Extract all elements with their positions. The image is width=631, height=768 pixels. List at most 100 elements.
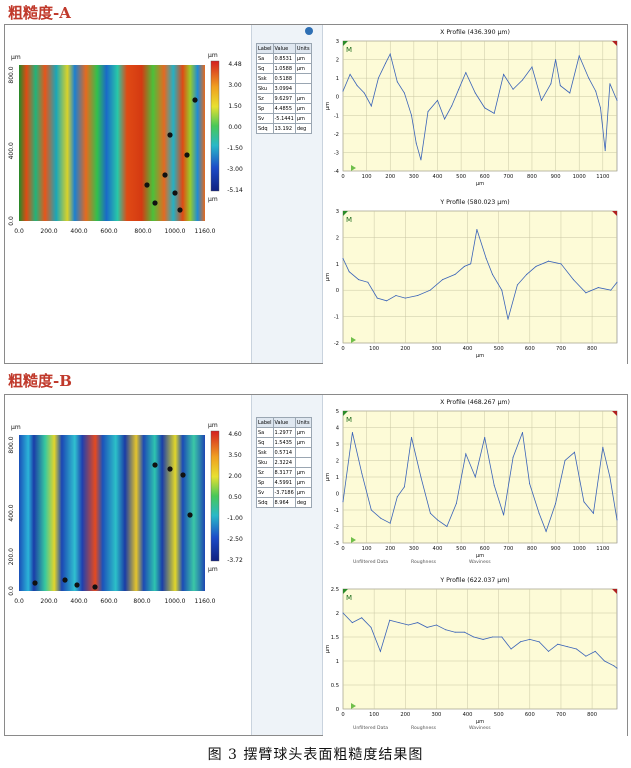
profile-data-point — [417, 622, 419, 624]
table-a-row: Sku 3.0994 — [256, 83, 312, 94]
table-b-cell: µm — [294, 427, 312, 438]
profile-data-point — [351, 622, 353, 624]
y-tick-label: 2 — [336, 235, 339, 241]
marker-m-label: M — [346, 594, 352, 602]
x-tick-label: 300 — [409, 546, 419, 552]
profile-data-point — [403, 486, 405, 488]
x-tick-label: 800 — [527, 174, 537, 180]
y-profile-a[interactable]: Y Profile (580.023 µm) 0 100 200 300 400 500 60… — [323, 195, 627, 365]
map-y-tick-label: 800.0 — [8, 66, 15, 83]
table-b-cell — [294, 457, 312, 468]
surface-map-b[interactable]: µm 0.0 200.0 400.0 600.0 800.0 1000.0 1160.0 0.0… — [5, 395, 251, 735]
x-tick-label: 500 — [456, 546, 466, 552]
x-axis-label: µm — [476, 719, 484, 725]
map-x-tick-label: 1000.0 — [165, 598, 186, 605]
profile-data-point — [597, 287, 599, 289]
profile-data-point — [358, 279, 360, 281]
play-arrow-icon — [351, 537, 356, 543]
settings-gear-icon[interactable] — [305, 27, 313, 35]
y-tick-label: 2 — [336, 611, 339, 617]
profile-data-point — [389, 522, 391, 524]
right-cursor-icon — [612, 211, 617, 216]
table-b-cell: Sku — [256, 457, 274, 468]
surface-defect-mark — [144, 182, 150, 188]
x-profile-b[interactable]: X Profile (468.267 µm) 0 100 200 300 400 500 60… — [323, 395, 627, 571]
x-profile-a[interactable]: X Profile (436.390 µm) 0 100 200 300 400 500 60… — [323, 25, 627, 193]
profile-data-point — [613, 665, 615, 667]
table-b-header-cell: Units — [294, 417, 312, 428]
x-tick-label: 100 — [369, 346, 379, 352]
profile-data-point — [507, 318, 509, 320]
y-tick-label: 1.5 — [331, 635, 339, 641]
profile-data-point — [389, 619, 391, 621]
table-b-cell: 1.2977 — [272, 427, 296, 438]
x-tick-label: 800 — [527, 546, 537, 552]
table-a-header-cell: Label — [256, 43, 274, 54]
profile-data-point — [411, 436, 412, 438]
y-tick-label: 2 — [336, 58, 339, 64]
profile-data-point — [342, 612, 344, 614]
table-b-cell: Sv — [256, 487, 274, 498]
profile-data-point — [420, 476, 422, 478]
map-x-tick-label: 200.0 — [40, 228, 57, 235]
x-tick-label: 300 — [431, 712, 441, 718]
profile-data-point — [535, 265, 537, 267]
table-b-cell: µm — [294, 487, 312, 498]
profile-data-point — [609, 476, 611, 478]
table-b-row: Ssk 0.5714 — [256, 447, 312, 458]
x-tick-label: 0 — [341, 174, 344, 180]
scale-tick-label: -1.00 — [227, 515, 243, 522]
x-tick-label: 400 — [463, 712, 473, 718]
profile-data-point — [493, 484, 495, 486]
table-a-header-cell: Value — [272, 43, 296, 54]
x-tick-label: 200 — [385, 174, 395, 180]
table-a-header-cell: Units — [294, 43, 312, 54]
legend-label: Unfiltered Data — [353, 559, 388, 565]
y-tick-label: 4 — [336, 426, 340, 432]
left-cursor-icon — [343, 41, 348, 46]
profile-data-point — [510, 648, 512, 650]
table-b-cell — [294, 447, 312, 458]
y-tick-label: 0 — [336, 95, 339, 101]
y-tick-label: 3 — [336, 209, 339, 215]
surface-map-a[interactable]: µm 0.0 200.0 400.0 600.0 1000.0 800.0 1160.0 0.0… — [5, 25, 251, 363]
x-tick-label: 100 — [362, 546, 372, 552]
scale-tick-label: 3.50 — [228, 452, 242, 459]
x-tick-label: 900 — [551, 546, 561, 552]
table-b-row: Sq 1.5435 µm — [256, 437, 312, 448]
table-a-cell: Sq — [256, 63, 274, 74]
height-map-image — [19, 435, 205, 591]
y-profile-b[interactable]: Y Profile (622.037 µm) 0 100 200 300 400 500 60… — [323, 573, 627, 737]
x-tick-label: 0 — [341, 346, 344, 352]
table-b-cell: 4.5991 — [272, 477, 296, 488]
profile-data-point — [436, 519, 438, 521]
table-b-cell: Sp — [256, 477, 274, 488]
profile-data-point — [446, 526, 448, 527]
plot-area — [342, 588, 618, 710]
x-tick-label: 700 — [503, 546, 513, 552]
x-tick-label: 0 — [341, 546, 344, 552]
profile-data-point — [386, 300, 388, 302]
x-tick-label: 600 — [525, 346, 535, 352]
scale-tick-label: 4.60 — [228, 431, 242, 438]
profile-data-point — [485, 258, 487, 260]
table-a-row: Sa 0.8531 µm — [256, 53, 312, 64]
profile-data-point — [604, 150, 606, 152]
profile-data-point — [396, 496, 398, 498]
table-a-cell: Sz — [256, 93, 274, 104]
x-tick-label: 300 — [409, 174, 419, 180]
marker-m-label: M — [346, 416, 352, 424]
x-axis-label: µm — [476, 353, 484, 359]
surface-defect-mark — [177, 207, 183, 213]
table-b-cell: µm — [294, 467, 312, 478]
legend-label: Waviness — [469, 559, 491, 565]
profile-data-point — [491, 636, 493, 638]
x-tick-label: 300 — [431, 346, 441, 352]
scale-unit-label-bottom: µm — [208, 196, 218, 203]
profile-data-point — [361, 473, 363, 475]
x-tick-label: 200 — [385, 546, 395, 552]
profile-data-point — [516, 284, 518, 286]
map-y-tick-label: 400.0 — [8, 142, 15, 159]
table-a-cell: µm — [294, 53, 312, 64]
y-tick-label: 0.5 — [331, 683, 339, 689]
